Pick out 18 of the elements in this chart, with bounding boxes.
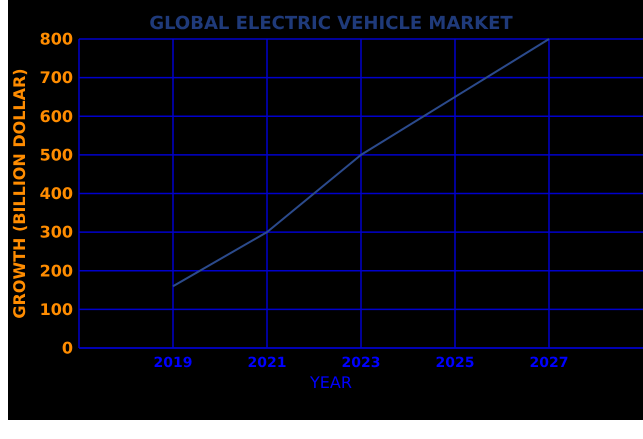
y-tick-label: 400 bbox=[40, 184, 73, 204]
x-tick-label: 2027 bbox=[530, 355, 568, 371]
y-tick-label: 0 bbox=[62, 338, 73, 358]
y-tick-label: 500 bbox=[40, 145, 73, 164]
x-tick-label: 2023 bbox=[342, 355, 380, 371]
x-axis-title: YEAR bbox=[309, 373, 352, 392]
chart-title: GLOBAL ELECTRIC VEHICLE MARKET bbox=[149, 13, 514, 34]
y-tick-label: 700 bbox=[40, 68, 73, 88]
y-tick-label: 600 bbox=[40, 106, 73, 126]
y-tick-label: 300 bbox=[40, 222, 73, 242]
x-tick-label: 2021 bbox=[248, 355, 286, 371]
x-tick-label: 2025 bbox=[436, 355, 474, 371]
y-axis-title: GROWTH (BILLION DOLLAR) bbox=[10, 68, 29, 319]
y-tick-label: 200 bbox=[40, 261, 73, 280]
line-series bbox=[172, 38, 550, 288]
y-tick-label: 800 bbox=[40, 30, 73, 49]
x-tick-label: 2019 bbox=[154, 355, 192, 371]
y-tick-label: 100 bbox=[40, 300, 73, 319]
